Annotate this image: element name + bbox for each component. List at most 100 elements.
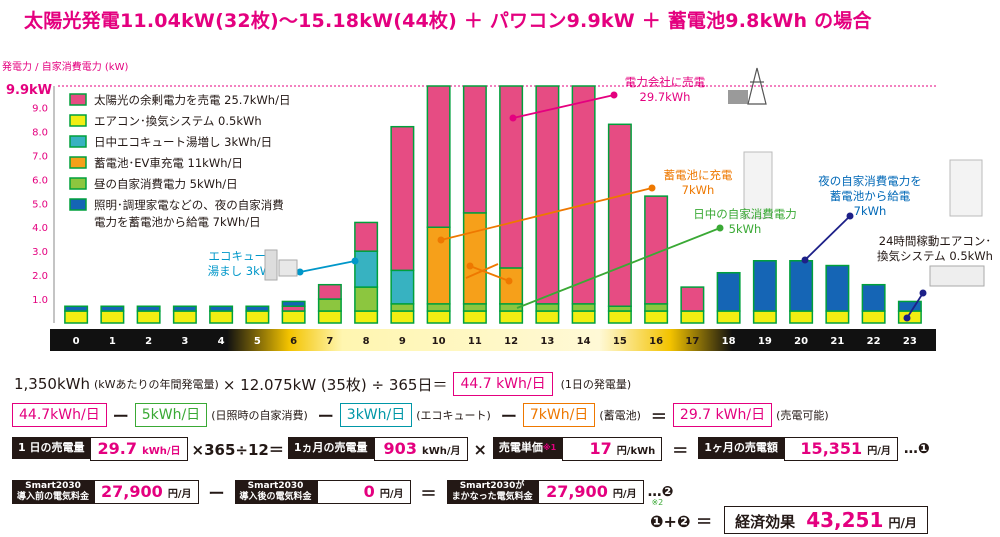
bar-aircon	[390, 310, 415, 324]
after-label-1: Smart2030	[247, 480, 304, 491]
y-tick-label: 8.0	[32, 127, 48, 138]
bar-daytime	[462, 303, 487, 312]
price-label: 売電単価※1	[492, 437, 563, 459]
bar-daytime	[535, 303, 560, 312]
legend-label: 日中エコキュート湯増し 3kWh/日	[94, 135, 272, 149]
bar-aircon	[462, 310, 487, 324]
monthly-sell-group: 1ヵ月の売電量 903 kWh/月	[287, 437, 468, 461]
hour-tick-label: 5	[254, 336, 261, 347]
y-tick-label: 7.0	[32, 151, 48, 162]
hour-tick-label: 23	[903, 336, 917, 347]
legend-swatch	[69, 198, 87, 211]
bar-aircon	[100, 310, 125, 324]
bar-aircon	[680, 310, 705, 324]
bar-sell	[571, 85, 596, 305]
bar-night	[172, 305, 197, 312]
bar-night	[136, 305, 161, 312]
annotation-sell: 電力会社に売電	[625, 75, 706, 89]
hour-tick-label: 2	[145, 336, 152, 347]
bar-daytime	[426, 303, 451, 312]
callout-dot	[919, 289, 927, 297]
bar-sell	[317, 283, 342, 300]
ecocute-use: 3kWh/日	[339, 403, 413, 427]
annotation-night: 7kWh	[854, 204, 887, 218]
annotation-aircon: 24時間稼動エアコン･	[879, 234, 991, 248]
y-tick-label: 2.0	[32, 271, 48, 282]
annotation-battery: 蓄電池に充電	[664, 168, 733, 182]
covered-unit: 円/月	[612, 488, 637, 500]
ecocute-note: (エコキュート)	[416, 409, 491, 422]
daytime-use-note: (日照時の自家消費)	[211, 409, 308, 422]
bar-aircon	[281, 310, 306, 324]
hour-tick-label: 0	[73, 336, 80, 347]
callout-line	[906, 292, 924, 319]
income-group: 1ヶ月の売電額 15,351 円/月	[698, 437, 898, 461]
bar-aircon	[789, 310, 814, 324]
hour-tick-label: 17	[685, 336, 699, 347]
callout-dot	[509, 114, 517, 122]
bar-battery	[499, 267, 524, 305]
gen-value: 44.7kWh/日	[12, 403, 107, 427]
total-formula: ❶+❷ ＝	[650, 512, 713, 531]
callout-dot	[437, 236, 445, 244]
hour-tick-label: 8	[363, 336, 370, 347]
hour-tick-label: 6	[290, 336, 297, 347]
y-tick-label: 4.0	[32, 223, 48, 234]
bar-battery	[462, 212, 487, 305]
bar-night	[789, 260, 814, 312]
y-axis-label: 発電力 / 自家消費電力 (kW)	[2, 60, 128, 73]
legend-label: 蓄電池･EV車充電 11kWh/日	[94, 156, 243, 170]
legend-label: 太陽光の余剰電力を売電 25.7kWh/日	[94, 93, 290, 107]
bar-aircon	[172, 310, 197, 324]
daily-sell-group: 1 日の売電量 29.7 kWh/日	[12, 437, 188, 461]
legend-label: 昼の自家消費電力 5kWh/日	[94, 177, 238, 191]
after-group: Smart2030 導入後の電気料金 0 円/月	[234, 479, 411, 504]
hour-tick-label: 16	[649, 336, 663, 347]
calc-line-2: 44.7kWh/日 ー 5kWh/日 (日照時の自家消費) ー 3kWh/日 (…	[12, 403, 833, 427]
callout-dot	[801, 256, 809, 264]
aircon-icon	[929, 265, 985, 287]
price-label-text: 売電単価	[498, 441, 543, 454]
bar-aircon	[752, 310, 777, 324]
mark-1: …❶	[903, 441, 930, 457]
after-label: Smart2030 導入後の電気料金	[234, 479, 317, 504]
after-label-2: 導入後の電気料金	[239, 491, 312, 502]
before-box: 27,900 円/月	[94, 479, 199, 504]
annotation-sell: 29.7kWh	[640, 90, 691, 104]
calc-line-5: ❶+❷ ＝ 経済効果 43,251 円/月	[650, 506, 928, 534]
income-value: 15,351	[800, 439, 863, 458]
mark-2: …❷	[647, 483, 674, 500]
equals-op: ＝	[672, 441, 689, 460]
sellable: 29.7 kWh/日	[672, 403, 773, 427]
callout-line	[512, 94, 615, 119]
hour-tick-label: 21	[830, 336, 844, 347]
bar-daytime	[644, 303, 669, 312]
annual-yield: 1,350kWh	[14, 375, 90, 393]
bar-aircon	[607, 310, 632, 324]
bar-night	[897, 300, 922, 312]
annual-yield-note: (kWあたりの年間発電量)	[93, 378, 219, 391]
monthly-sell-box: 903 kWh/月	[373, 437, 468, 461]
bar-aircon	[571, 310, 596, 324]
annotation-night: 蓄電池から給電	[830, 189, 911, 203]
legend-label: エアコン･換気システム 0.5kWh	[94, 114, 262, 128]
monthly-sell-label: 1ヵ月の売電量	[287, 437, 374, 459]
heat-pump-icon	[278, 259, 298, 277]
daily-generation-note: (1日の発電量)	[560, 378, 632, 391]
income-box: 15,351 円/月	[783, 437, 898, 461]
bar-sell	[426, 85, 451, 228]
covered-box: 27,900 円/月	[537, 479, 644, 504]
income-unit: 円/月	[867, 446, 891, 457]
calc-line-1: 1,350kWh (kWあたりの年間発電量) × 12.075kW (35枚) …	[14, 372, 635, 396]
hour-tick-label: 4	[218, 336, 225, 347]
total-value: 43,251	[806, 508, 884, 532]
callout-dot	[505, 277, 513, 285]
page-title: 太陽光発電11.04kW(32枚)～15.18kW(44枚) ＋ パワコン9.9…	[24, 10, 872, 32]
callout-dot	[296, 268, 304, 276]
battery-note: (蓄電池)	[599, 409, 641, 422]
note-2: ※2	[651, 498, 664, 507]
calc-line-3: 1 日の売電量 29.7 kWh/日 ×365÷12＝ 1ヵ月の売電量 903 …	[12, 437, 930, 461]
before-label: Smart2030 導入前の電気料金	[12, 479, 95, 504]
legend-swatch	[69, 156, 87, 169]
annotation-battery: 7kWh	[682, 183, 715, 197]
